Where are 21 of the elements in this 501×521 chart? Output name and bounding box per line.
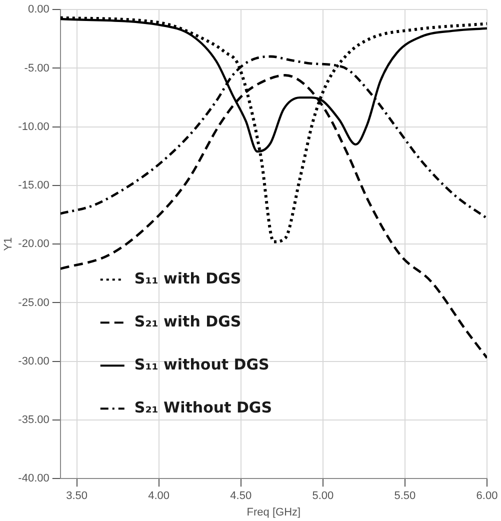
legend-label: S₂₁ Without DGS [134, 398, 272, 416]
legend-label: S₁₁ without DGS [134, 355, 270, 374]
legend-label: S₁₁ with DGS [134, 269, 242, 288]
y-tick-label: -40.00 [18, 472, 50, 485]
x-tick-label: 4.00 [148, 490, 170, 502]
legend-label: S₂₁ with DGS [134, 312, 242, 330]
y-tick-label: -20.00 [18, 238, 50, 250]
y-tick-label: 0.00 [28, 4, 50, 16]
x-tick-label: 5.50 [394, 490, 416, 502]
x-tick-label: 5.00 [312, 490, 334, 502]
y-tick-label: -25.00 [18, 296, 50, 309]
y-tick-label: -10.00 [18, 120, 50, 133]
x-axis-title: Freq [GHz] [246, 506, 301, 518]
y-tick-label: -5.00 [24, 62, 50, 74]
y-tick-label: -35.00 [18, 414, 50, 426]
y-axis-title: Y1 [2, 237, 15, 251]
x-tick-label: 4.50 [230, 490, 252, 502]
y-tick-label: -15.00 [18, 180, 50, 192]
y-tick-label: -30.00 [18, 355, 50, 368]
x-tick-label: 6.00 [476, 490, 498, 502]
x-tick-label: 3.50 [66, 490, 88, 502]
